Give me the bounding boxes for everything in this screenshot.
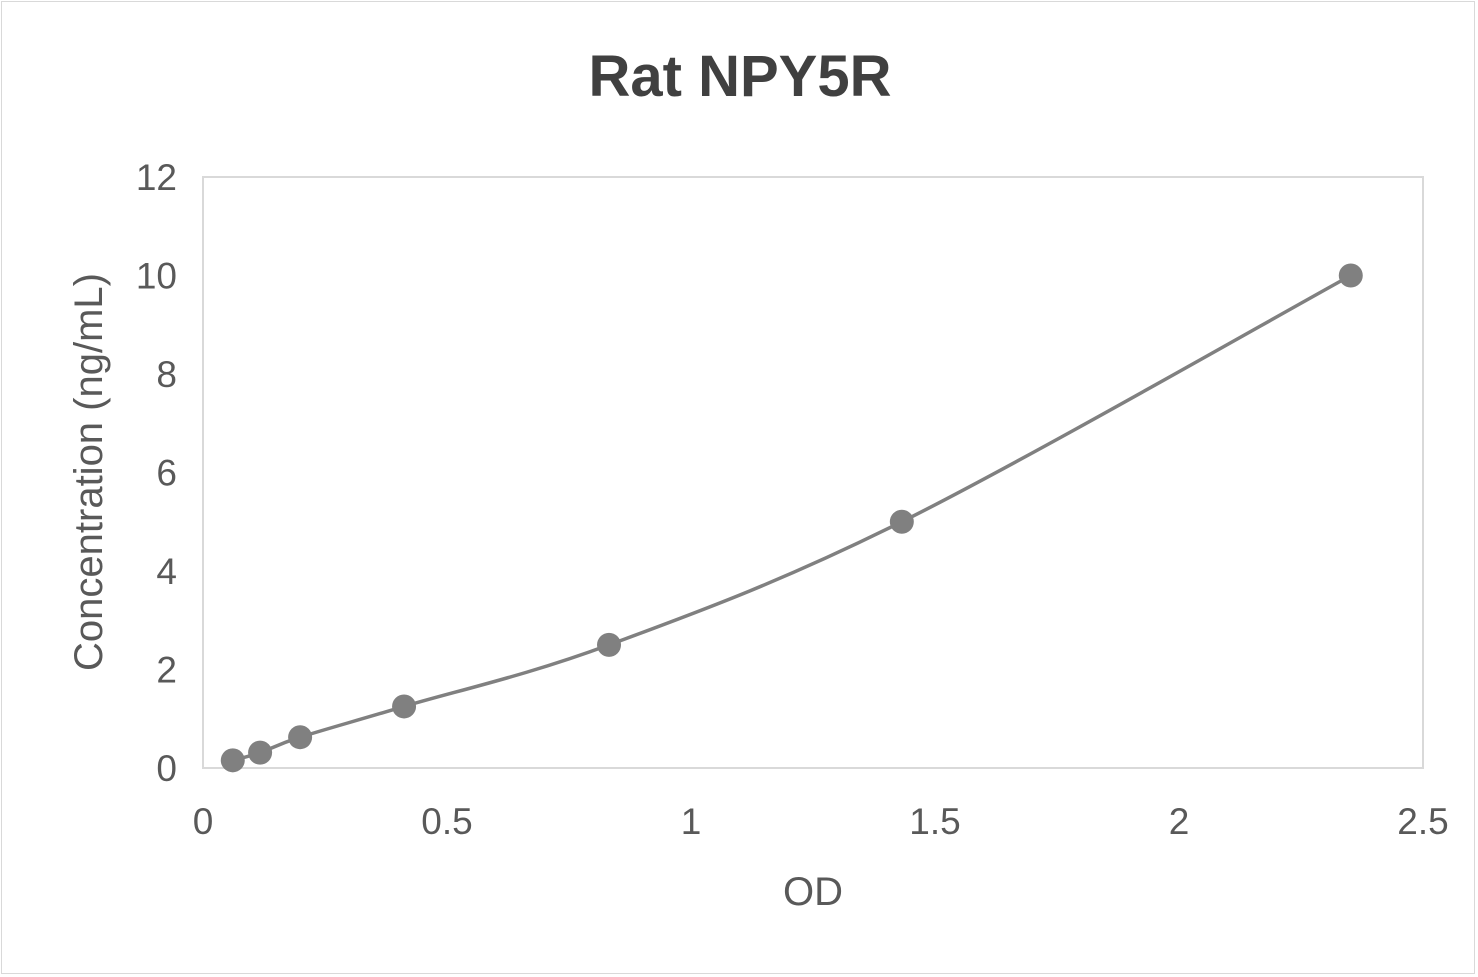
data-point xyxy=(288,725,313,750)
x-tick-label: 0 xyxy=(193,801,214,842)
plot-area xyxy=(202,176,1424,769)
data-point xyxy=(220,748,245,773)
x-tick-label: 2.5 xyxy=(1397,801,1448,842)
x-axis-label: OD xyxy=(783,870,843,914)
data-point xyxy=(889,509,914,534)
chart-title: Rat NPY5R xyxy=(589,44,892,109)
y-tick-label: 0 xyxy=(156,748,177,789)
y-tick-label: 12 xyxy=(136,157,177,198)
y-tick-label: 8 xyxy=(156,354,177,395)
y-tick-label: 2 xyxy=(156,650,177,691)
data-point xyxy=(248,740,273,765)
y-axis-label: Concentration (ng/mL) xyxy=(67,273,111,671)
y-tick-label: 4 xyxy=(156,551,177,592)
x-tick-label: 2 xyxy=(1169,801,1190,842)
x-tick-label: 1 xyxy=(681,801,702,842)
data-point xyxy=(392,694,417,719)
data-point xyxy=(1338,263,1363,288)
data-point xyxy=(597,632,622,657)
x-tick-label: 1.5 xyxy=(909,801,960,842)
y-tick-label: 6 xyxy=(156,453,177,494)
x-tick-label: 0.5 xyxy=(421,801,472,842)
y-tick-label: 10 xyxy=(136,256,177,297)
series-line xyxy=(232,273,1352,763)
